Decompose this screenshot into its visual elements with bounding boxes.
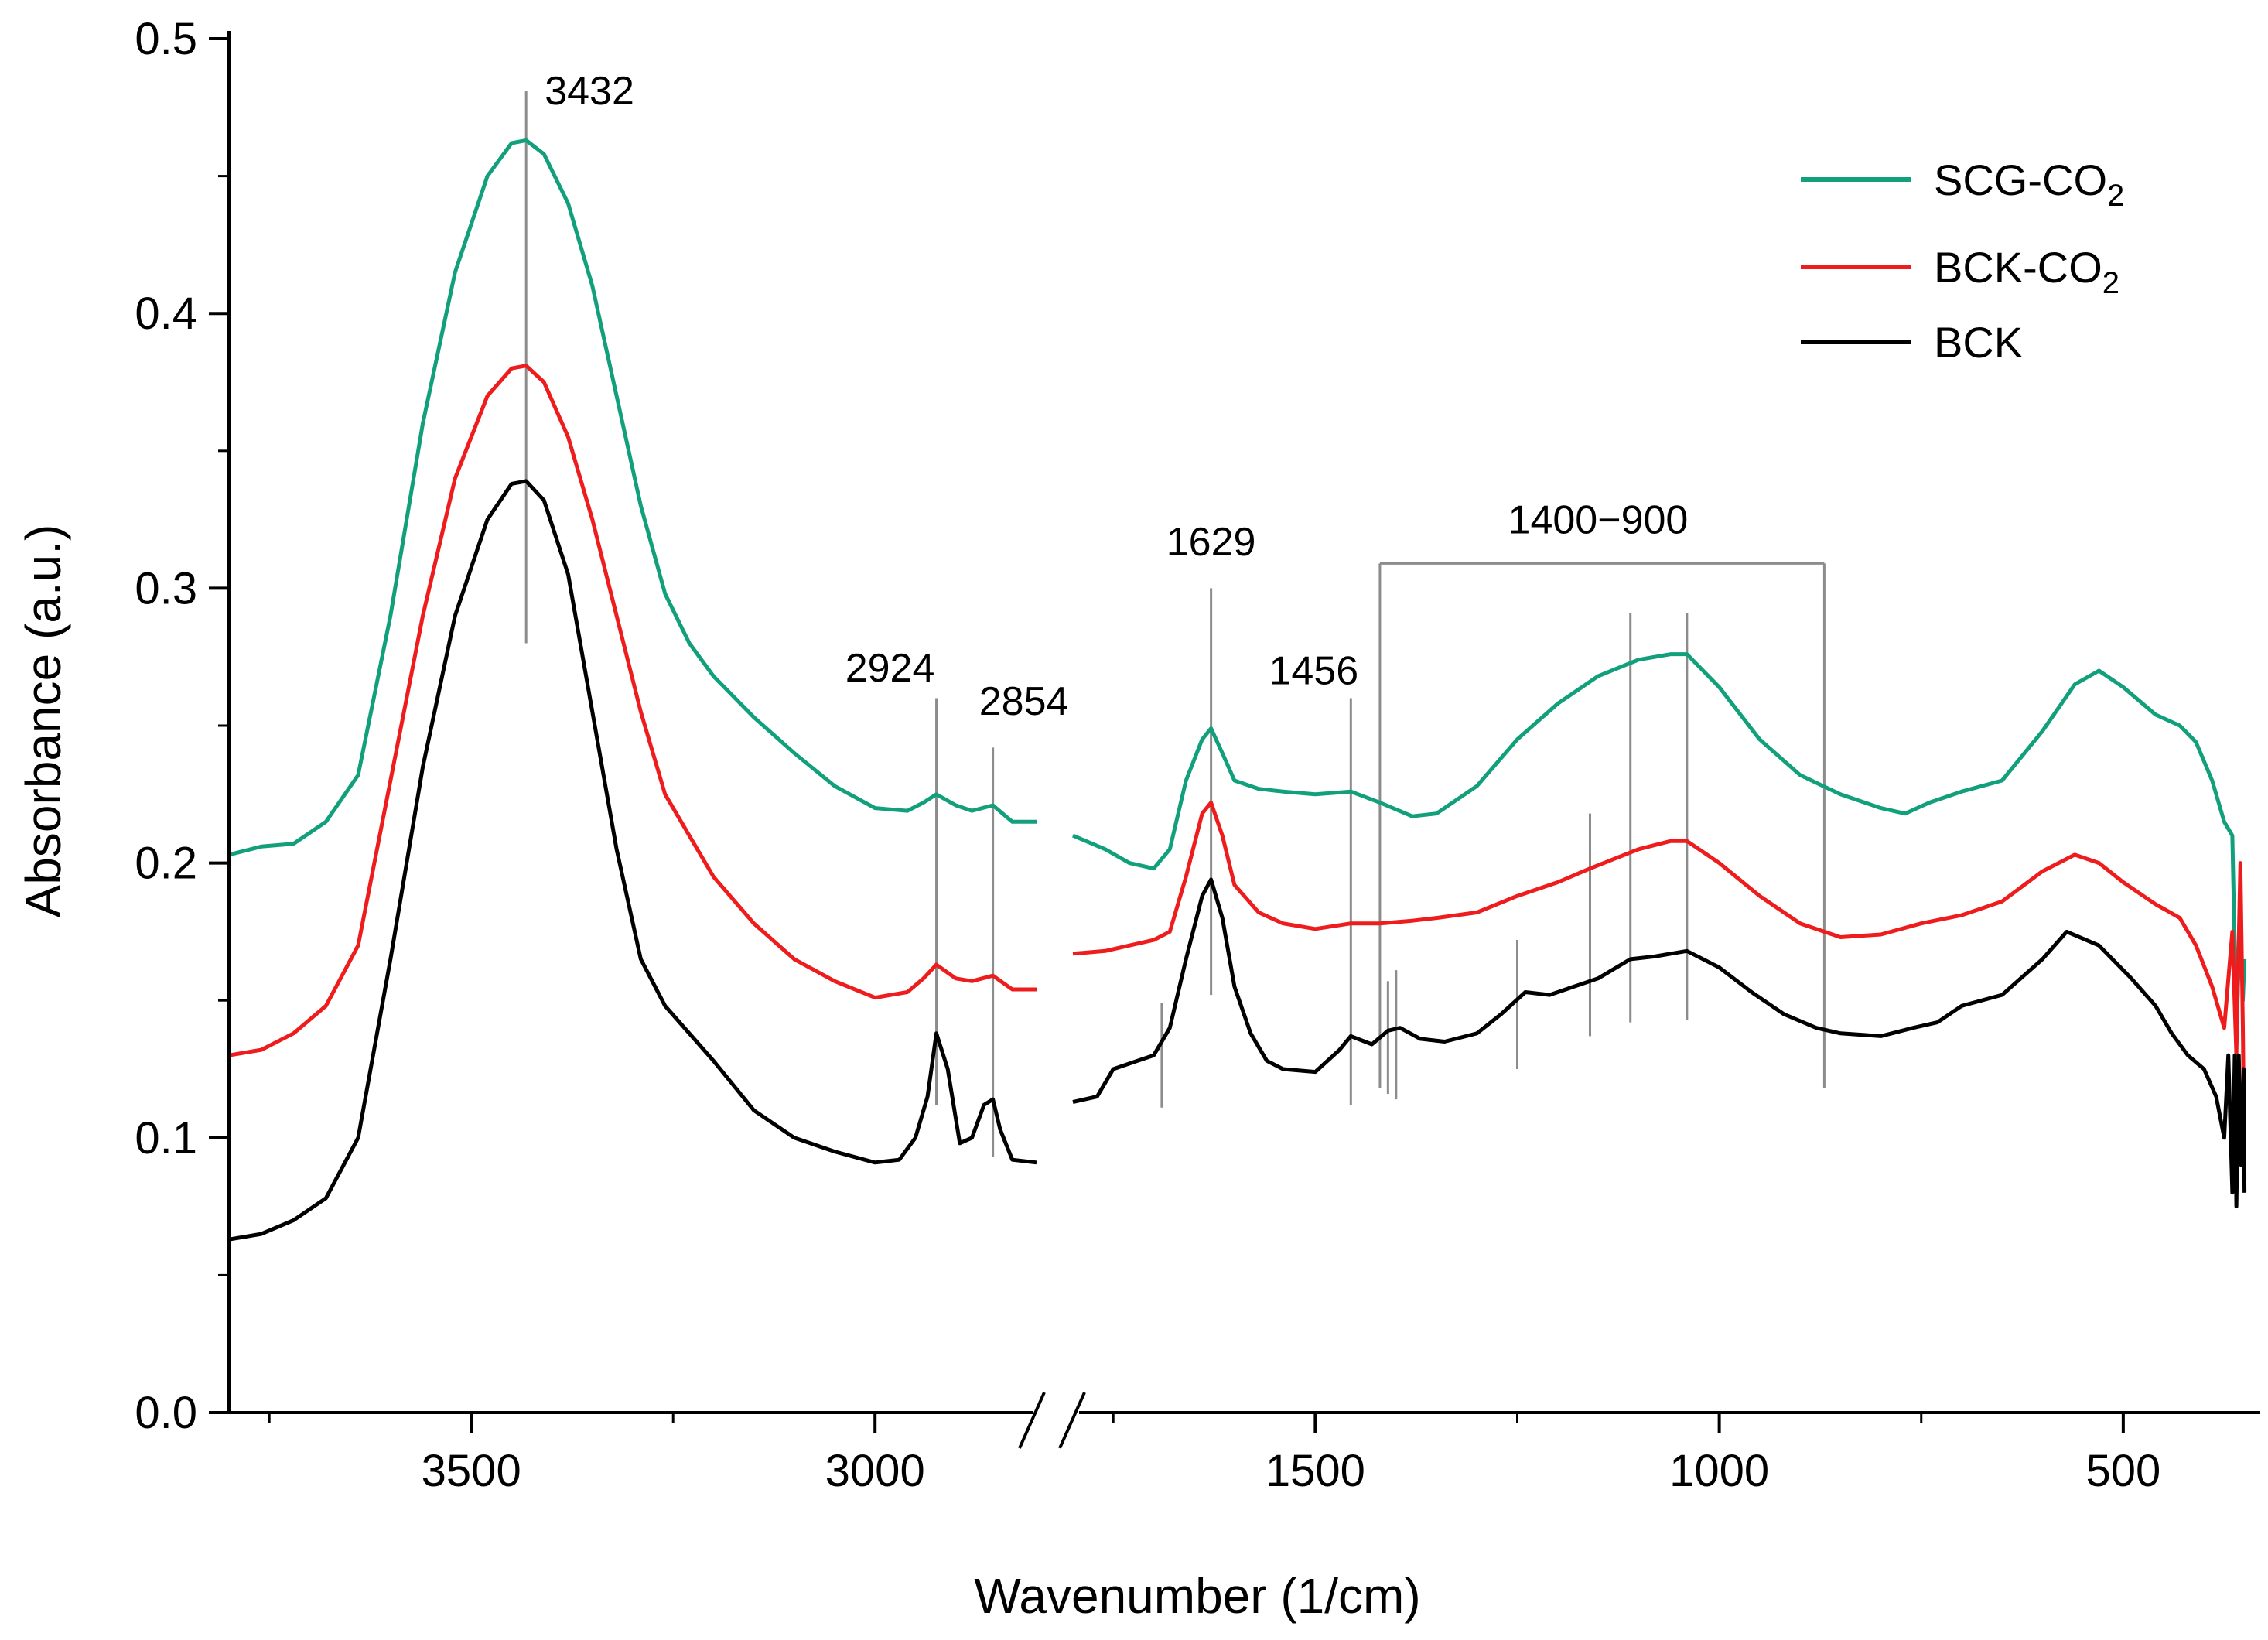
- peak-annotation: 3432: [545, 69, 634, 114]
- series-line-bck: [1072, 877, 2247, 1209]
- x-tick-label: 3000: [825, 1446, 925, 1496]
- peak-annotation: 1456: [1269, 649, 1358, 694]
- x-tick-label: 1500: [1266, 1446, 1365, 1496]
- legend-label: BCK-CO2: [1934, 243, 2119, 300]
- legend-label: BCK: [1934, 318, 2023, 367]
- y-tick-label: 0.3: [135, 563, 197, 613]
- peak-annotation: 2854: [979, 679, 1069, 724]
- y-tick-label: 0.5: [135, 14, 197, 64]
- peak-annotation: 1629: [1166, 520, 1256, 565]
- series-line-bck-co2: [228, 364, 1037, 1057]
- x-axis-title: Wavenumber (1/cm): [974, 1568, 1420, 1624]
- series-line-scg-co2: [228, 138, 1037, 857]
- peak-annotation: 1400−900: [1508, 497, 1689, 542]
- series-line-bck: [228, 479, 1037, 1242]
- y-ticks: 0.0 0.1 0.2 0.3 0.4 0.5: [135, 14, 229, 1438]
- y-tick-label: 0.4: [135, 289, 197, 339]
- y-tick-label: 0.0: [135, 1388, 197, 1438]
- series-line-scg-co2: [1072, 652, 2247, 1030]
- plot-area: [228, 91, 2247, 1242]
- legend: SCG-CO2 BCK-CO2 BCK: [1801, 155, 2124, 367]
- peak-annotation: 2924: [845, 646, 935, 691]
- y-tick-label: 0.1: [135, 1113, 197, 1163]
- axes: [227, 31, 2260, 1449]
- axis-break-marker: [1018, 1392, 1086, 1449]
- x-tick-label: 500: [2085, 1446, 2160, 1496]
- series-line-bck-co2: [1072, 801, 2247, 1180]
- legend-label: SCG-CO2: [1934, 155, 2124, 213]
- y-tick-label: 0.2: [135, 839, 197, 889]
- annotations: 3432 2924 2854 1629 1456 1400−900: [545, 69, 1688, 724]
- x-ticks: 3500 3000 1500 1000 500: [268, 1413, 2160, 1496]
- y-axis-title: Absorbance (a.u.): [15, 524, 71, 918]
- x-tick-label: 3500: [422, 1446, 521, 1496]
- x-tick-label: 1000: [1669, 1446, 1769, 1496]
